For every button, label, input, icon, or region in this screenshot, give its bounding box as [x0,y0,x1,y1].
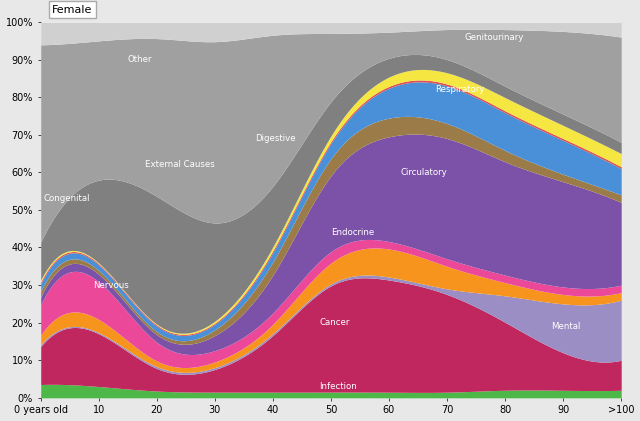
Text: Endocrine: Endocrine [331,228,374,237]
Text: Mental: Mental [552,322,581,331]
Text: Infection: Infection [319,382,357,391]
Text: External Causes: External Causes [145,160,215,169]
Text: Digestive: Digestive [255,134,296,143]
Text: Other: Other [128,55,152,64]
Text: Congenital: Congenital [44,194,90,203]
Text: Respiratory: Respiratory [435,85,485,94]
Text: Female: Female [52,5,93,14]
Text: Nervous: Nervous [93,280,129,290]
Text: Cancer: Cancer [319,318,349,327]
Text: Genitourinary: Genitourinary [465,32,524,42]
Text: Circulatory: Circulatory [401,168,447,177]
